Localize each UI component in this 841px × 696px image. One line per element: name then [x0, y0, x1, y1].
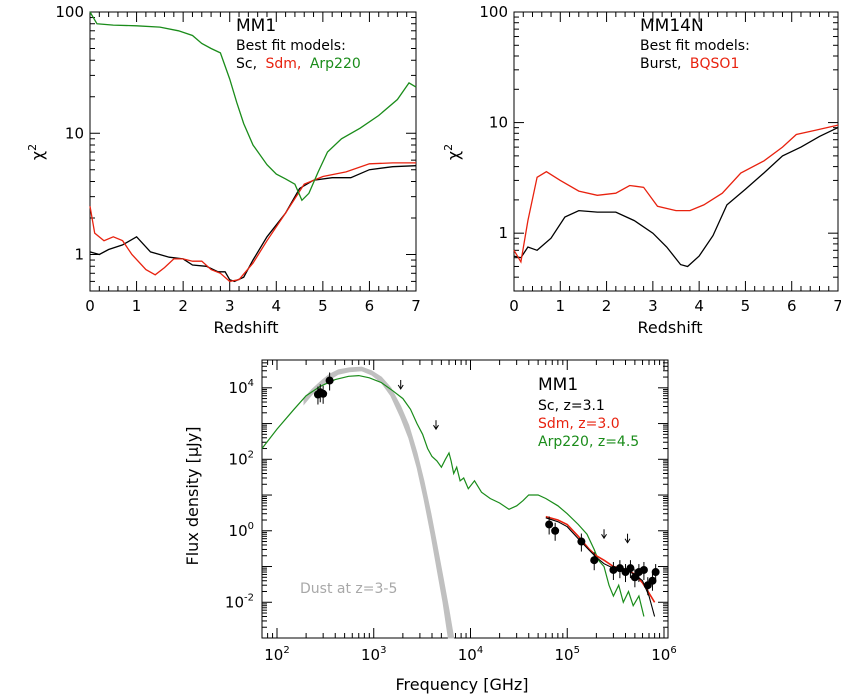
mm1-heading: Best fit models: [236, 38, 346, 54]
p1-ylabel: χ2 [26, 144, 47, 160]
x-tick-label: 3 [225, 297, 235, 315]
legend-sdm: Sdm, [266, 56, 302, 72]
x-tick-label: 105 [555, 645, 580, 664]
p1-ylabel-main: χ [28, 151, 47, 160]
data-point [551, 526, 560, 535]
data-point [577, 537, 586, 546]
upper-limit-arrowhead [601, 533, 607, 540]
data-point [590, 556, 599, 565]
sed-line-arp220 [261, 374, 645, 617]
x-tick-label: 0 [509, 297, 519, 315]
sed-legend-arp220: Arp220, z=4.5 [538, 434, 639, 450]
data-point [651, 568, 660, 577]
data-point [626, 564, 635, 573]
y-tick-label: 10-2 [225, 592, 254, 611]
upper-limit-arrowhead [397, 384, 404, 390]
x-tick-label: 3 [648, 297, 658, 315]
series-line-black [89, 165, 417, 283]
chi2-panel-mm14n: MM14N Best fit models: Burst, BQSO1 Reds… [442, 3, 841, 337]
sed-legend-sc: Sc, z=3.1 [538, 398, 605, 414]
plot-frame [89, 11, 417, 292]
data-point [545, 520, 554, 529]
p1-xlabel: Redshift [214, 318, 279, 337]
dust-label: Dust at z=3-5 [300, 581, 397, 597]
x-tick-label: 2 [602, 297, 612, 315]
sed-panel: MM1 Sc, z=3.1 Sdm, z=3.0 Arp220, z=4.5 D… [183, 359, 677, 694]
data-point [615, 564, 624, 573]
x-tick-label: 103 [361, 645, 386, 664]
plot-frame [261, 359, 669, 639]
p2-ylabel: χ2 [442, 144, 463, 160]
legend-arp220: Arp220 [310, 56, 361, 72]
mm14n-title: MM14N [640, 16, 704, 36]
x-tick-label: 4 [694, 297, 704, 315]
x-tick-label: 5 [318, 297, 328, 315]
data-point [648, 576, 657, 585]
x-tick-label: 7 [411, 297, 421, 315]
chi2-panel-mm1: MM1 Best fit models: Sc, Sdm, Arp220 Red… [26, 3, 421, 337]
mm14n-models-legend: Burst, BQSO1 [640, 56, 739, 72]
x-tick-label: 104 [458, 645, 483, 664]
x-tick-label: 4 [272, 297, 282, 315]
y-tick-label: 10 [65, 124, 84, 142]
x-tick-label: 6 [365, 297, 375, 315]
x-tick-label: 1 [132, 297, 142, 315]
p1-ylabel-sup: 2 [26, 144, 39, 151]
mm14n-heading: Best fit models: [640, 38, 750, 54]
upper-limit-arrowhead [433, 424, 439, 431]
series-line-black [513, 127, 839, 268]
mm1-title: MM1 [236, 16, 276, 36]
x-tick-label: 2 [178, 297, 188, 315]
y-tick-label: 10 [489, 114, 508, 132]
series-line-red [513, 124, 839, 264]
series-line-red [89, 162, 416, 283]
x-tick-label: 7 [833, 297, 841, 315]
p3-ylabel: Flux density [μJy] [183, 427, 202, 566]
y-tick-label: 1 [74, 246, 84, 264]
x-tick-label: 1 [556, 297, 566, 315]
x-tick-label: 102 [264, 645, 289, 664]
p2-xlabel: Redshift [638, 318, 703, 337]
x-tick-label: 5 [741, 297, 751, 315]
y-tick-label: 100 [479, 3, 508, 21]
sed-line-sc [545, 517, 656, 617]
x-tick-label: 0 [85, 297, 95, 315]
p3-xlabel: Frequency [GHz] [395, 675, 528, 694]
y-tick-label: 1 [498, 224, 508, 242]
dust-greybody-band [303, 366, 455, 639]
y-tick-label: 100 [55, 3, 84, 21]
mm1-models-legend: Sc, Sdm, Arp220 [236, 56, 361, 72]
sed-title: MM1 [538, 375, 578, 395]
data-point [325, 376, 334, 385]
data-point [639, 565, 648, 574]
y-tick-label: 104 [229, 378, 254, 397]
data-point [319, 389, 328, 398]
p2-ylabel-sup: 2 [442, 144, 455, 151]
legend-burst: Burst, [640, 56, 681, 72]
legend-bqso1: BQSO1 [690, 56, 739, 72]
data-point [609, 565, 618, 574]
series-line-green [89, 11, 417, 202]
legend-sc: Sc, [236, 56, 257, 72]
x-tick-label: 106 [651, 645, 676, 664]
sed-legend-sdm: Sdm, z=3.0 [538, 416, 620, 432]
plot-frame [513, 11, 839, 292]
x-tick-label: 6 [787, 297, 797, 315]
upper-limit-arrowhead [624, 538, 631, 544]
p2-ylabel-main: χ [444, 151, 463, 160]
y-tick-label: 102 [229, 449, 254, 468]
y-tick-label: 100 [229, 521, 254, 540]
sed-line-sdm [545, 515, 656, 603]
